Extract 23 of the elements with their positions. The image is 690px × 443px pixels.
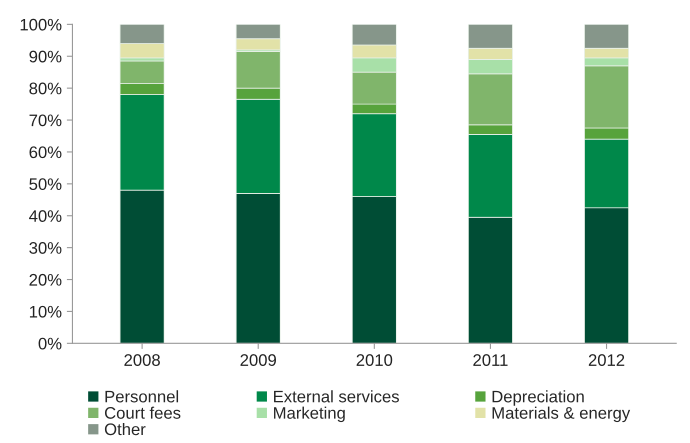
y-tick-label: 90% [29,50,62,62]
x-tick-label: 2008 [124,354,160,366]
x-tick-label: 2009 [240,354,276,366]
x-tick-label: 2010 [356,354,392,366]
y-tick-label: 50% [29,178,62,190]
y-tick-label: 70% [30,114,62,126]
y-tick-label: 40% [29,210,62,222]
y-tick-label: 0% [38,338,62,350]
y-tick-label: 100% [20,18,62,31]
y-tick-label: 20% [30,274,62,286]
x-tick-label: 2012 [588,354,624,366]
legend-label: External services [274,390,399,402]
legend-label: Other [104,422,146,436]
legend-label: Depreciation [492,390,584,406]
x-tick-label: 2011 [473,354,508,366]
legend-label: Court fees [104,406,180,419]
legend-label: Personnel [105,390,178,402]
y-tick-label: 10% [30,306,62,318]
y-tick-label: 60% [30,146,62,158]
legend-label: Materials & energy [492,406,630,422]
y-tick-label: 30% [29,242,62,254]
legend-label: Marketing [274,406,345,422]
y-tick-label: 80% [29,82,62,94]
